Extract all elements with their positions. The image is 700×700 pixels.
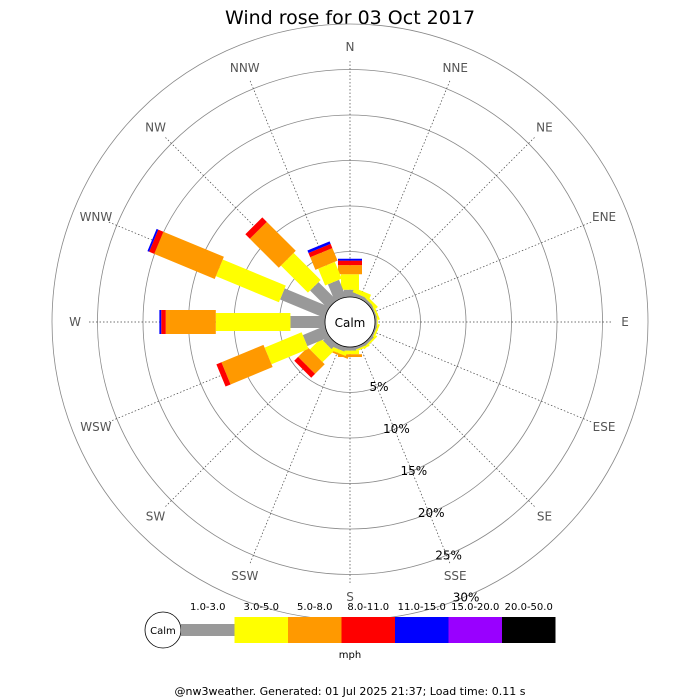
petal-wsw-bin-3	[216, 362, 231, 387]
legend-label: 15.0-20.0	[451, 602, 499, 613]
chart-title: Wind rose for 03 Oct 2017	[225, 7, 475, 29]
direction-labels: N NNE NE ENE E ESE SE SSE S SSW SW WSW W WNW NW NNW	[69, 40, 629, 604]
direction-label-ese: ESE	[593, 420, 616, 434]
petal-w-bin-3	[161, 310, 166, 334]
legend-swatch	[395, 617, 449, 643]
petal-wnw-bin-4	[147, 228, 159, 252]
petal-n-bin-2	[338, 265, 362, 275]
direction-label-ene: ENE	[592, 210, 616, 224]
calm-label: Calm	[335, 316, 366, 330]
direction-label-sw: SW	[146, 509, 166, 523]
calm-circle: Calm	[324, 296, 376, 348]
petal-ese-bin-1	[371, 323, 380, 342]
direction-label-wnw: WNW	[80, 210, 113, 224]
legend-label: 20.0-50.0	[505, 602, 553, 613]
spoke-sse	[359, 344, 451, 565]
direction-label-n: N	[346, 40, 355, 54]
legend-swatch	[448, 617, 502, 643]
legend-units: mph	[339, 650, 361, 661]
direction-label-se: SE	[537, 509, 552, 523]
petal-sw-bin-0	[322, 335, 337, 350]
petal-wnw-bin-1	[215, 259, 286, 303]
petal-nne-bin-0	[354, 293, 367, 302]
petal-n-bin-3	[338, 260, 362, 266]
spoke-ene	[372, 221, 593, 313]
petal-w-bin-4	[159, 310, 162, 334]
petal-nw-bin-1	[280, 252, 321, 293]
radial-tick-label: 10%	[383, 422, 410, 436]
spoke-ssw	[249, 344, 341, 565]
footer-text: @nw3weather. Generated: 01 Jul 2025 21:3…	[175, 685, 526, 698]
petal-ene-bin-1	[371, 302, 380, 321]
radial-tick-label: 30%	[453, 590, 480, 604]
direction-label-ssw: SSW	[231, 569, 258, 583]
petal-wsw-bin-1	[264, 332, 309, 365]
petal-nnw-bin-4	[307, 241, 331, 254]
petal-nw-bin-0	[310, 282, 337, 309]
petal-wnw-bin-2	[154, 231, 224, 279]
legend-calm-label: Calm	[150, 626, 176, 637]
radial-tick-label: 5%	[369, 380, 388, 394]
legend-swatch	[234, 617, 288, 643]
legend: Calm mph 1.0-3.0 3.0-5.0 5.0-8.0 8.0-11.0 11…	[144, 602, 556, 661]
direction-label-sse: SSE	[444, 569, 467, 583]
legend-swatch	[502, 617, 556, 643]
petal-ne-bin-1	[363, 294, 378, 309]
petal-ene-bin-0	[370, 306, 378, 318]
petal-wsw-bin-2	[221, 344, 273, 385]
petal-w-bin-0	[290, 316, 325, 328]
petal-ne-bin-0	[363, 298, 374, 309]
petal-n-bin-4	[338, 258, 362, 261]
petal-sse-bin-0	[354, 342, 367, 350]
direction-label-nw: NW	[145, 121, 166, 135]
petal-e-bin-0	[375, 316, 377, 328]
direction-label-wsw: WSW	[80, 420, 111, 434]
petal-nnw-bin-0	[327, 279, 346, 302]
petal-s-bin-0	[344, 347, 356, 351]
petal-ese-bin-0	[370, 326, 378, 338]
petal-nw-bin-2	[249, 221, 296, 268]
radial-tick-label: 25%	[435, 548, 462, 562]
petals	[147, 217, 380, 387]
legend-label: 11.0-15.0	[398, 602, 446, 613]
petal-w-bin-2	[165, 310, 216, 334]
legend-swatch	[181, 624, 235, 636]
direction-label-e: E	[621, 315, 629, 329]
petal-w-bin-1	[215, 313, 291, 331]
petal-wsw-bin-0	[302, 326, 330, 347]
direction-label-nne: NNE	[442, 61, 468, 75]
legend-label: 5.0-8.0	[297, 602, 332, 613]
legend-label: 1.0-3.0	[190, 602, 225, 613]
legend-label: 3.0-5.0	[244, 602, 279, 613]
legend-label: 8.0-11.0	[347, 602, 389, 613]
petal-nnw-bin-2	[310, 248, 338, 270]
petal-nnw-bin-3	[308, 243, 333, 258]
direction-label-nnw: NNW	[230, 61, 260, 75]
petal-sw-bin-1	[309, 338, 334, 363]
petal-sw-bin-2	[298, 347, 325, 374]
petal-ssw-bin-0	[333, 342, 346, 352]
legend-swatch	[288, 617, 342, 643]
legend-swatch	[341, 617, 395, 643]
spoke-ne	[367, 136, 536, 305]
direction-label-s: S	[346, 590, 354, 604]
radial-tick-labels: 5% 10% 15% 20% 25% 30%	[369, 380, 479, 604]
direction-label-w: W	[69, 315, 81, 329]
petal-nw-bin-3	[245, 217, 267, 239]
petal-n-bin-1	[341, 274, 359, 290]
radial-tick-label: 20%	[418, 506, 445, 520]
petal-sw-bin-3	[294, 356, 316, 378]
petal-wnw-bin-3	[149, 229, 164, 254]
petal-sse-bin-1	[352, 344, 370, 353]
spoke-nne	[359, 79, 451, 300]
direction-label-ne: NE	[536, 121, 553, 135]
petal-nnw-bin-1	[318, 261, 342, 286]
spoke-se	[367, 339, 536, 508]
petal-se-bin-0	[363, 335, 374, 346]
petal-wnw-bin-0	[280, 288, 330, 318]
spoke-ese	[372, 331, 593, 423]
radial-tick-label: 15%	[400, 464, 427, 478]
petal-ssw-bin-1	[328, 345, 348, 357]
